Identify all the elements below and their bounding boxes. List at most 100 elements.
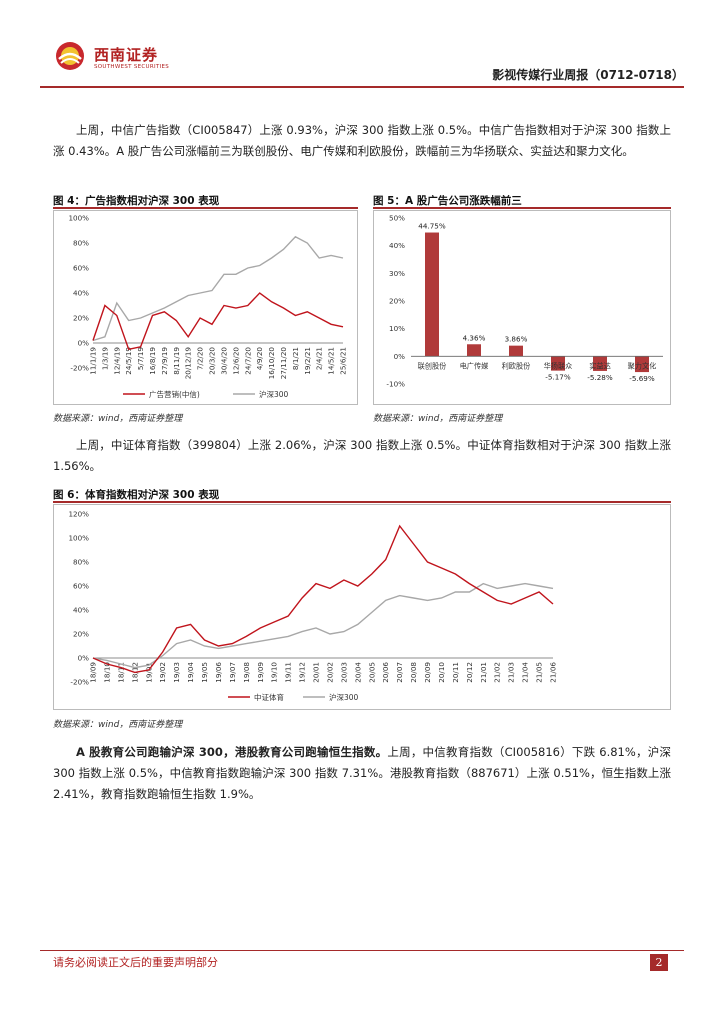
y-tick-label: 120% [68,510,89,519]
page-number: 2 [650,954,668,971]
x-tick-label: 19/02 [158,662,167,683]
figure4-title: 图 4：广告指数相对沪深 300 表现 [53,195,220,207]
x-tick-label: 11/1/19 [89,347,98,375]
x-tick-label: 12/6/20 [231,347,240,375]
x-tick-label: 16/10/20 [267,347,276,380]
x-tick-label: 20/01 [312,662,321,683]
paragraph-advertising: 上周，中信广告指数（CI005847）上涨 0.93%，沪深 300 指数上涨 … [53,123,671,158]
x-tick-label: 18/10 [102,662,111,683]
bar-value-label: -5.69% [629,374,655,383]
chart-frame [53,504,671,710]
figure4-svg: 100% 80% 60% 40% 20% 0% -20% 11/1/19 1/3/19 12/4/… [53,210,358,405]
x-tick-label: 20/3/20 [208,347,217,375]
y-tick-label: 80% [73,239,89,248]
y-tick-label: 50% [389,214,405,223]
bar-1 [467,344,481,357]
bar-0 [425,232,439,357]
footer-divider [40,950,684,951]
y-tick-label: 80% [73,558,89,567]
chart-frame [53,210,358,405]
y-tick-label: 60% [73,264,89,273]
x-tick-label: 24/7/20 [243,347,252,375]
figure5-source: 数据来源：wind，西南证券整理 [373,414,503,424]
x-tick-label: 20/08 [409,662,418,683]
x-tick-label: 20/02 [325,662,334,683]
figure4-chart: 100% 80% 60% 40% 20% 0% -20% 11/1/19 1/3/19 12/4/… [53,210,358,405]
x-tick-label: 18/11 [116,662,125,683]
x-tick-label: 30/4/20 [219,347,228,375]
x-tick-label: 19/08 [242,662,251,683]
x-tick-label: 21/03 [507,662,516,683]
y-tick-label: 0% [78,654,90,663]
paragraph-sports: 上周，中证体育指数（399804）上涨 2.06%，沪深 300 指数上涨 0.… [53,438,671,473]
y-tick-label: 20% [73,630,89,639]
x-tick-label: 19/01 [144,662,153,683]
series-line-primary [92,292,344,351]
bar-value-label: -5.28% [587,373,613,382]
x-tick-label: 7/2/20 [196,347,205,371]
x-tick-label: 19/06 [214,662,223,683]
x-tick-label: 20/04 [353,662,362,683]
figure5-chart: 50% 40% 30% 20% 10% 0% -10% 44.75% 4.36% 3.86% -5.… [373,210,671,405]
x-tick-label: 21/04 [521,662,530,683]
paragraph-education-body: 上周，中信教育指数（CI005816）下跌 6.81%，沪深 300 指数上涨 … [53,745,671,801]
x-tick-label: 16/8/19 [148,347,157,375]
company-logo-icon [56,42,84,70]
x-tick-label: 19/05 [200,662,209,683]
y-tick-label: 40% [73,289,89,298]
series-line-primary [92,524,554,674]
figure6-source: 数据来源：wind，西南证券整理 [53,720,183,730]
x-tick-label: 8/1/21 [291,347,300,370]
x-category-label: 电广传媒 [460,361,489,370]
series-line-benchmark [92,235,344,342]
x-category-label: 聚力文化 [628,361,657,370]
y-tick-label: 30% [389,269,405,278]
x-tick-label: 21/06 [549,662,558,683]
bar-2 [509,345,523,357]
y-tick-label: 100% [68,534,89,543]
figure5-title: 图 5：A 股广告公司涨跌幅前三 [373,195,522,207]
bar-3 [551,356,565,371]
legend-label: 沪深300 [329,692,359,702]
x-tick-label: 8/11/19 [172,347,181,375]
x-tick-label: 20/07 [395,662,404,683]
y-tick-label: -10% [386,380,405,389]
figure6-rule [53,501,671,503]
figure4-rule [53,207,358,209]
y-tick-label: 40% [389,241,405,250]
page-header: 西南证券 SOUTHWEST SECURITIES 影视传媒行业周报（0712-… [40,36,684,88]
figure6-title: 图 6：体育指数相对沪深 300 表现 [53,489,220,501]
series-line-benchmark [92,582,554,669]
bar-4 [593,356,607,371]
figure6-svg: 120% 100% 80% 60% 40% 20% 0% -20% 18/09 18/10 18/1… [53,504,671,710]
x-tick-label: 21/01 [479,662,488,683]
y-tick-label: 60% [73,582,89,591]
x-tick-label: 20/12 [465,662,474,683]
x-tick-label: 20/03 [339,662,348,683]
x-tick-label: 20/11 [451,662,460,683]
x-tick-label: 18/09 [89,662,98,683]
x-tick-label: 14/5/21 [327,347,336,375]
figure6-chart: 120% 100% 80% 60% 40% 20% 0% -20% 18/09 18/10 18/1… [53,504,671,710]
x-tick-label: 27/11/20 [279,347,288,380]
x-tick-label: 20/05 [367,662,376,683]
figure4-source: 数据来源：wind，西南证券整理 [53,414,183,424]
x-tick-label: 1/3/19 [100,347,109,371]
bar-5 [635,356,649,373]
y-tick-label: 40% [73,606,89,615]
legend-label: 中证体育 [254,692,284,702]
x-tick-label: 4/9/20 [255,347,264,371]
x-tick-label: 19/12 [298,662,307,683]
x-tick-label: 25/6/21 [339,347,348,375]
x-tick-label: 19/10 [270,662,279,683]
paragraph-education: A 股教育公司跑输沪深 300，港股教育公司跑输恒生指数。上周，中信教育指数（C… [53,742,671,805]
x-tick-label: 20/10 [437,662,446,683]
bar-value-label: -5.17% [545,373,571,382]
company-name-en: SOUTHWEST SECURITIES [94,64,170,70]
header-divider [40,86,684,88]
figure5-svg: 50% 40% 30% 20% 10% 0% -10% 44.75% 4.36% 3.86% -5.… [373,210,671,405]
x-category-label: 利欧股份 [502,361,531,370]
x-tick-label: 27/9/19 [160,347,169,375]
x-tick-label: 2/4/21 [315,347,324,370]
legend-label: 广告营销(中信) [149,389,200,399]
